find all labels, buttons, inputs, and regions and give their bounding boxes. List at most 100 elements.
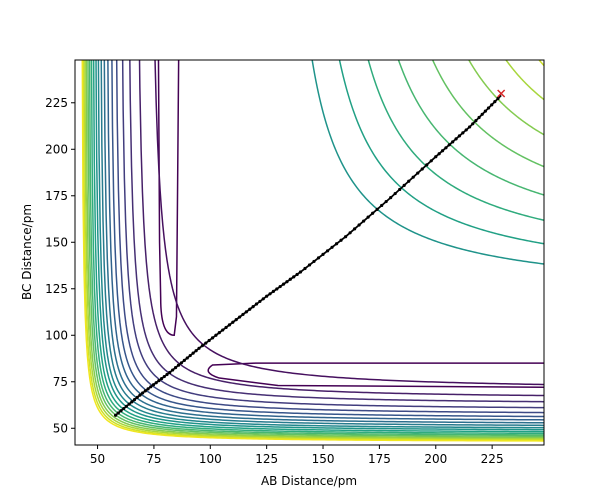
trajectory-point (312, 259, 316, 264)
x-tick-label: 200 (424, 452, 447, 466)
trajectory-point (440, 149, 445, 153)
trajectory-point (380, 203, 384, 208)
trajectory-point (429, 159, 433, 163)
contour-line (107, 60, 544, 421)
trajectory-point (425, 163, 429, 167)
trajectory-point (292, 275, 296, 279)
trajectory-point (325, 249, 330, 253)
trajectory-point (217, 331, 221, 335)
trajectory-point (182, 358, 186, 362)
trajectory-point (132, 398, 137, 402)
contour-line (157, 60, 180, 337)
trajectory-point (200, 344, 204, 348)
trajectory-point (162, 374, 166, 379)
trajectory-point (124, 404, 129, 408)
trajectory-point (231, 320, 235, 324)
trajectory-point (119, 409, 123, 413)
trajectory-point (411, 175, 415, 179)
trajectory-point (467, 125, 472, 129)
contour-line (97, 60, 544, 429)
trajectory-point (461, 131, 465, 135)
trajectory-point (185, 356, 189, 360)
trajectory-point (486, 106, 491, 110)
trajectory-point (113, 413, 118, 417)
trajectory-point (307, 263, 312, 267)
trajectory-point (447, 143, 451, 147)
trajectory-point (244, 310, 248, 314)
trajectory-point (483, 109, 487, 113)
contour-line (154, 60, 544, 386)
contour-line (90, 60, 544, 435)
trajectory-point (402, 183, 406, 187)
y-tick-label: 125 (45, 282, 68, 296)
trajectory-point (278, 284, 282, 289)
contour-line (81, 60, 544, 442)
contour-line (468, 60, 544, 136)
trajectory-point (149, 385, 153, 389)
trajectory-point (321, 252, 325, 256)
contour-line (88, 60, 544, 436)
trajectory-point (127, 402, 131, 406)
y-tick-label: 175 (45, 189, 68, 203)
contour-lines (81, 60, 544, 442)
contour-line (397, 60, 544, 196)
trajectory-point (303, 266, 307, 271)
trajectory-point (159, 377, 164, 381)
trajectory-point (330, 245, 334, 249)
trajectory-point (451, 140, 455, 144)
y-tick-label: 225 (45, 96, 68, 110)
contour-line (505, 60, 544, 101)
x-tick-label: 175 (368, 452, 391, 466)
contour-line (207, 362, 544, 389)
contour-line (129, 60, 544, 403)
x-tick-label: 75 (146, 452, 161, 466)
trajectory-point (316, 256, 321, 260)
trajectory-point (298, 270, 303, 274)
trajectory-point (227, 323, 232, 327)
trajectory-point (173, 366, 178, 370)
trajectory-point (151, 383, 156, 387)
trajectory-point (285, 280, 289, 284)
trajectory-point (238, 315, 242, 319)
trajectory-point (204, 341, 208, 345)
y-tick-label: 150 (45, 235, 68, 249)
trajectory-point (157, 379, 161, 383)
end-marker-stroke (497, 89, 506, 98)
trajectory-point (188, 353, 192, 358)
contour-line (84, 60, 544, 440)
x-tick-label: 50 (90, 452, 105, 466)
trajectory-point (241, 312, 245, 317)
trajectory-point (375, 207, 379, 211)
x-tick-label: 100 (199, 452, 222, 466)
trajectory-point (295, 272, 299, 277)
contour-line (85, 60, 544, 439)
x-tick-label: 225 (481, 452, 504, 466)
trajectory-point (480, 112, 484, 116)
contour-line (111, 60, 544, 418)
trajectory-point (288, 277, 292, 281)
y-tick-label: 75 (53, 375, 68, 389)
trajectory-point (339, 238, 343, 242)
trajectory-point (176, 363, 181, 367)
trajectory-point (179, 361, 184, 365)
x-tick-label: 125 (255, 452, 278, 466)
trajectory-point (393, 191, 397, 196)
trajectory-point (490, 103, 494, 107)
contour-line (103, 60, 544, 424)
trajectory-point (384, 199, 388, 204)
trajectory-point (265, 294, 269, 298)
trajectory-point (407, 179, 411, 183)
trajectory-line (113, 94, 502, 417)
trajectory-point (457, 134, 462, 138)
trajectory-point (464, 128, 468, 132)
trajectory-point (168, 370, 172, 375)
trajectory-point (416, 171, 420, 175)
x-axis-label: AB Distance/pm (261, 474, 357, 488)
trajectory-point (258, 299, 262, 304)
trajectory-point (122, 406, 126, 411)
trajectory-point (138, 393, 142, 397)
trajectory-point (474, 119, 478, 123)
contour-line (367, 60, 544, 222)
contour-line (431, 60, 544, 168)
